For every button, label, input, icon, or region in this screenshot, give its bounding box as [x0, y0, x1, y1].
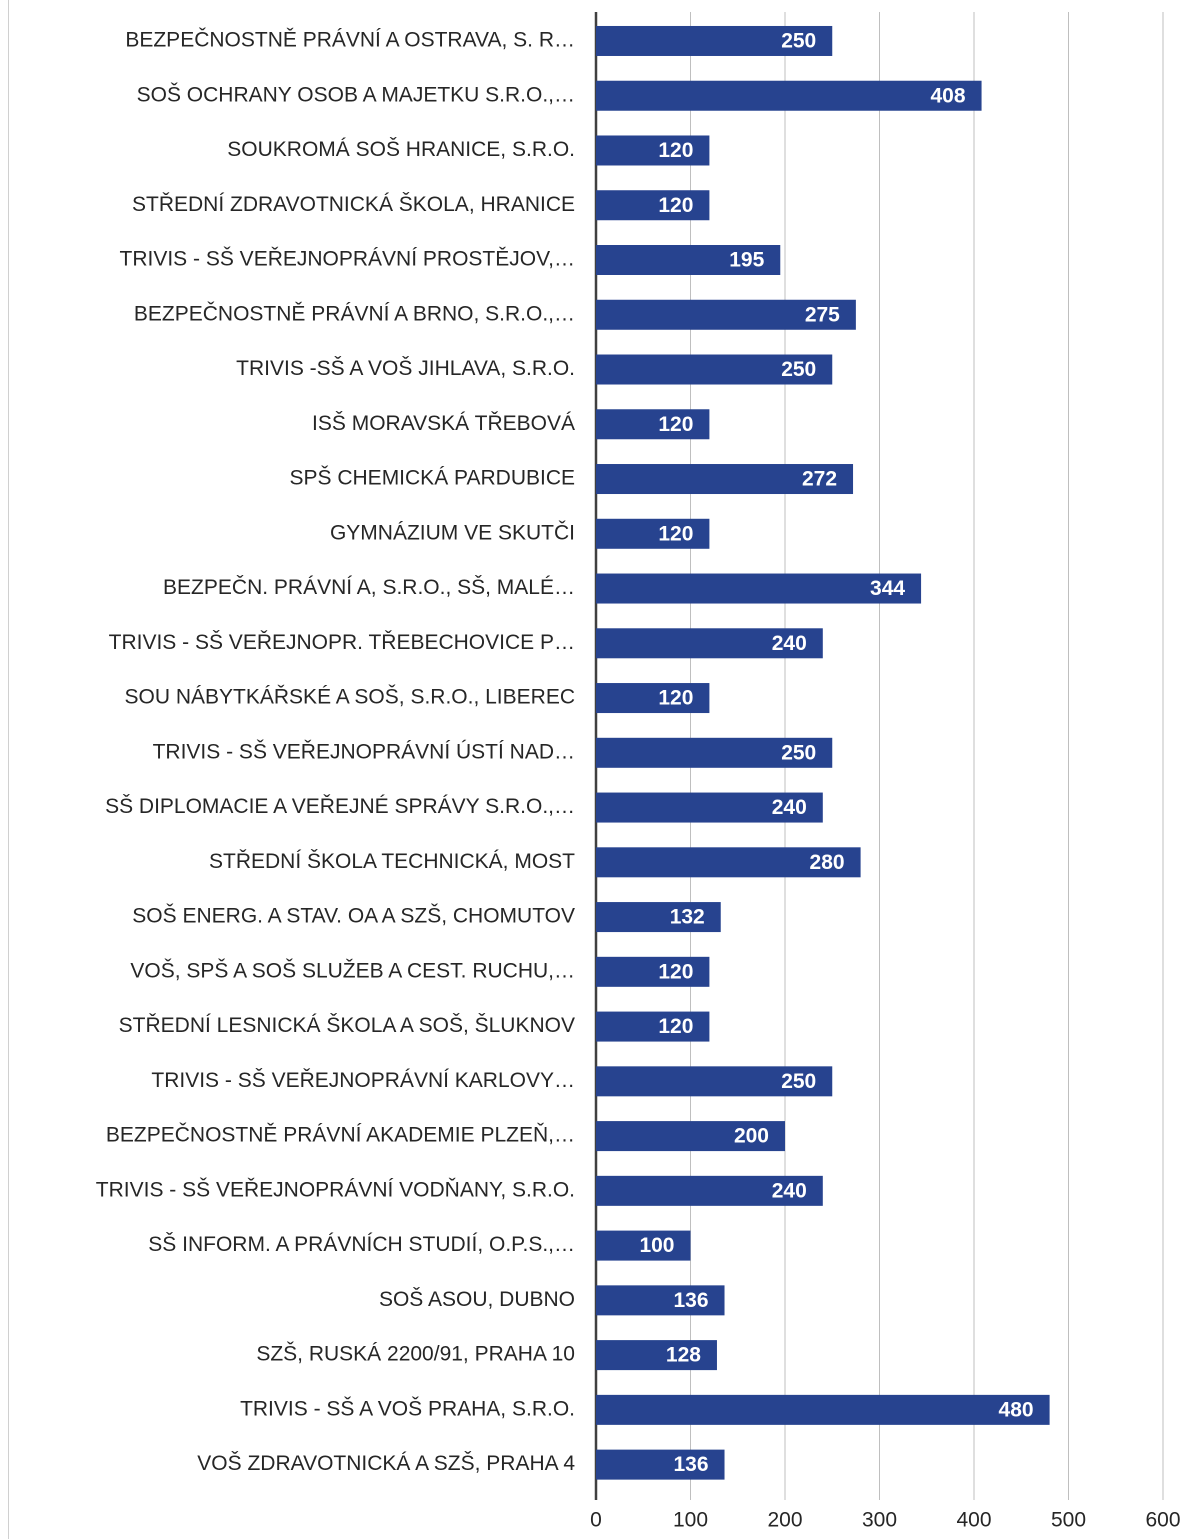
- bar: [596, 792, 823, 823]
- bar: [596, 518, 710, 549]
- x-tick-label: 600: [1145, 1509, 1180, 1532]
- data-label: 250: [781, 741, 816, 764]
- bar: [596, 956, 710, 987]
- bar: [596, 628, 823, 659]
- y-tick-label: VOŠ ZDRAVOTNICKÁ A SZŠ, PRAHA 4: [197, 1452, 575, 1475]
- data-label: 120: [658, 194, 693, 217]
- data-label: 128: [666, 1344, 701, 1367]
- bar: [596, 1066, 833, 1097]
- x-tick-label: 100: [673, 1509, 708, 1532]
- data-label: 240: [772, 1179, 807, 1202]
- data-label: 120: [658, 1015, 693, 1038]
- y-tick-label: SOŠ ASOU, DUBNO: [379, 1288, 575, 1311]
- data-label: 120: [658, 687, 693, 710]
- data-label: 100: [639, 1234, 674, 1257]
- data-label: 136: [673, 1289, 708, 1312]
- y-tick-label: BEZPEČN. PRÁVNÍ A, S.R.O., SŠ, MALÉ…: [163, 576, 575, 599]
- bar: [596, 245, 781, 275]
- y-tick-label: STŘEDNÍ ŠKOLA TECHNICKÁ, MOST: [209, 850, 575, 873]
- data-label: 250: [781, 358, 816, 381]
- data-label: 275: [805, 303, 840, 326]
- bar: [596, 1394, 1050, 1425]
- y-tick-label: TRIVIS - SŠ VEŘEJNOPRÁVNÍ ÚSTÍ NAD…: [153, 740, 575, 763]
- y-tick-label: SŠ INFORM. A PRÁVNÍCH STUDIÍ, O.P.S.,…: [148, 1233, 575, 1256]
- bar: [596, 299, 856, 330]
- bar: [596, 80, 982, 111]
- x-tick-label: 200: [767, 1509, 802, 1532]
- bar: [596, 1340, 717, 1371]
- bar: [596, 135, 710, 166]
- bar: [596, 1230, 691, 1261]
- bar: [596, 573, 922, 604]
- y-tick-label: BEZPEČNOSTNĚ PRÁVNÍ A OSTRAVA, S. R…: [125, 29, 575, 52]
- y-tick-label: STŘEDNÍ LESNICKÁ ŠKOLA A SOŠ, ŠLUKNOV: [119, 1014, 575, 1037]
- data-label: 120: [658, 960, 693, 983]
- y-tick-label: SŠ DIPLOMACIE A VEŘEJNÉ SPRÁVY S.R.O.,…: [105, 795, 575, 818]
- bar: [596, 1285, 725, 1316]
- bar: [596, 354, 833, 385]
- data-label: 240: [772, 632, 807, 655]
- x-tick-label: 300: [862, 1509, 897, 1532]
- y-tick-label: SPŠ CHEMICKÁ PARDUBICE: [290, 467, 576, 490]
- bar: [596, 190, 710, 221]
- bar: [596, 737, 833, 768]
- y-tick-label: TRIVIS - SŠ VEŘEJNOPR. TŘEBECHOVICE P…: [109, 631, 575, 654]
- y-tick-label: BEZPEČNOSTNĚ PRÁVNÍ A BRNO, S.R.O.,…: [134, 302, 575, 325]
- bar: [596, 1011, 710, 1042]
- data-label: 195: [729, 249, 764, 272]
- bar: [596, 409, 710, 440]
- data-label: 272: [802, 468, 837, 491]
- data-label: 120: [658, 522, 693, 545]
- bar: [596, 464, 854, 495]
- y-tick-label: BEZPEČNOSTNĚ PRÁVNÍ AKADEMIE PLZEŇ,…: [106, 1124, 575, 1147]
- data-label: 250: [781, 30, 816, 53]
- data-label: 136: [673, 1453, 708, 1476]
- data-label: 280: [810, 851, 845, 874]
- data-label: 250: [781, 1070, 816, 1093]
- data-label: 200: [734, 1125, 769, 1148]
- data-label: 132: [670, 906, 705, 929]
- y-tick-label: ISŠ MORAVSKÁ TŘEBOVÁ: [312, 412, 575, 435]
- bar: [596, 25, 833, 56]
- data-label: 240: [772, 796, 807, 819]
- y-tick-label: SOŠ ENERG. A STAV. OA A SZŠ, CHOMUTOV: [132, 905, 575, 928]
- y-tick-label: TRIVIS - SŠ A VOŠ PRAHA, S.R.O.: [240, 1397, 575, 1420]
- y-tick-label: SOUKROMÁ SOŠ HRANICE, S.R.O.: [227, 138, 575, 161]
- y-tick-label: SOŠ OCHRANY OSOB A MAJETKU S.R.O.,…: [137, 83, 575, 106]
- data-label: 480: [999, 1398, 1034, 1421]
- bar: [596, 1449, 725, 1480]
- bar: [596, 1175, 823, 1206]
- y-tick-label: GYMNÁZIUM VE SKUTČI: [330, 521, 575, 544]
- x-tick-label: 0: [590, 1509, 602, 1532]
- data-label: 344: [870, 577, 905, 600]
- x-tick-label: 500: [1051, 1509, 1086, 1532]
- y-tick-label: TRIVIS -SŠ A VOŠ JIHLAVA, S.R.O.: [236, 357, 575, 380]
- bar: [596, 847, 861, 878]
- y-tick-label: TRIVIS - SŠ VEŘEJNOPRÁVNÍ VODŇANY, S.R.O…: [96, 1178, 575, 1201]
- data-label: 120: [658, 139, 693, 162]
- bar: [596, 1121, 785, 1152]
- x-tick-label: 400: [956, 1509, 991, 1532]
- y-tick-label: TRIVIS - SŠ VEŘEJNOPRÁVNÍ KARLOVY…: [151, 1069, 575, 1092]
- y-tick-label: STŘEDNÍ ZDRAVOTNICKÁ ŠKOLA, HRANICE: [132, 193, 575, 216]
- data-label: 408: [931, 84, 966, 107]
- y-tick-label: SOU NÁBYTKÁŘSKÉ A SOŠ, S.R.O., LIBEREC: [125, 686, 575, 709]
- y-tick-label: TRIVIS - SŠ VEŘEJNOPRÁVNÍ PROSTĚJOV,…: [120, 248, 576, 271]
- bar: [596, 902, 721, 933]
- y-tick-label: SZŠ, RUSKÁ 2200/91, PRAHA 10: [256, 1343, 575, 1366]
- y-tick-label: VOŠ, SPŠ A SOŠ SLUŽEB A CEST. RUCHU,…: [130, 959, 575, 982]
- bar: [596, 683, 710, 714]
- data-label: 120: [658, 413, 693, 436]
